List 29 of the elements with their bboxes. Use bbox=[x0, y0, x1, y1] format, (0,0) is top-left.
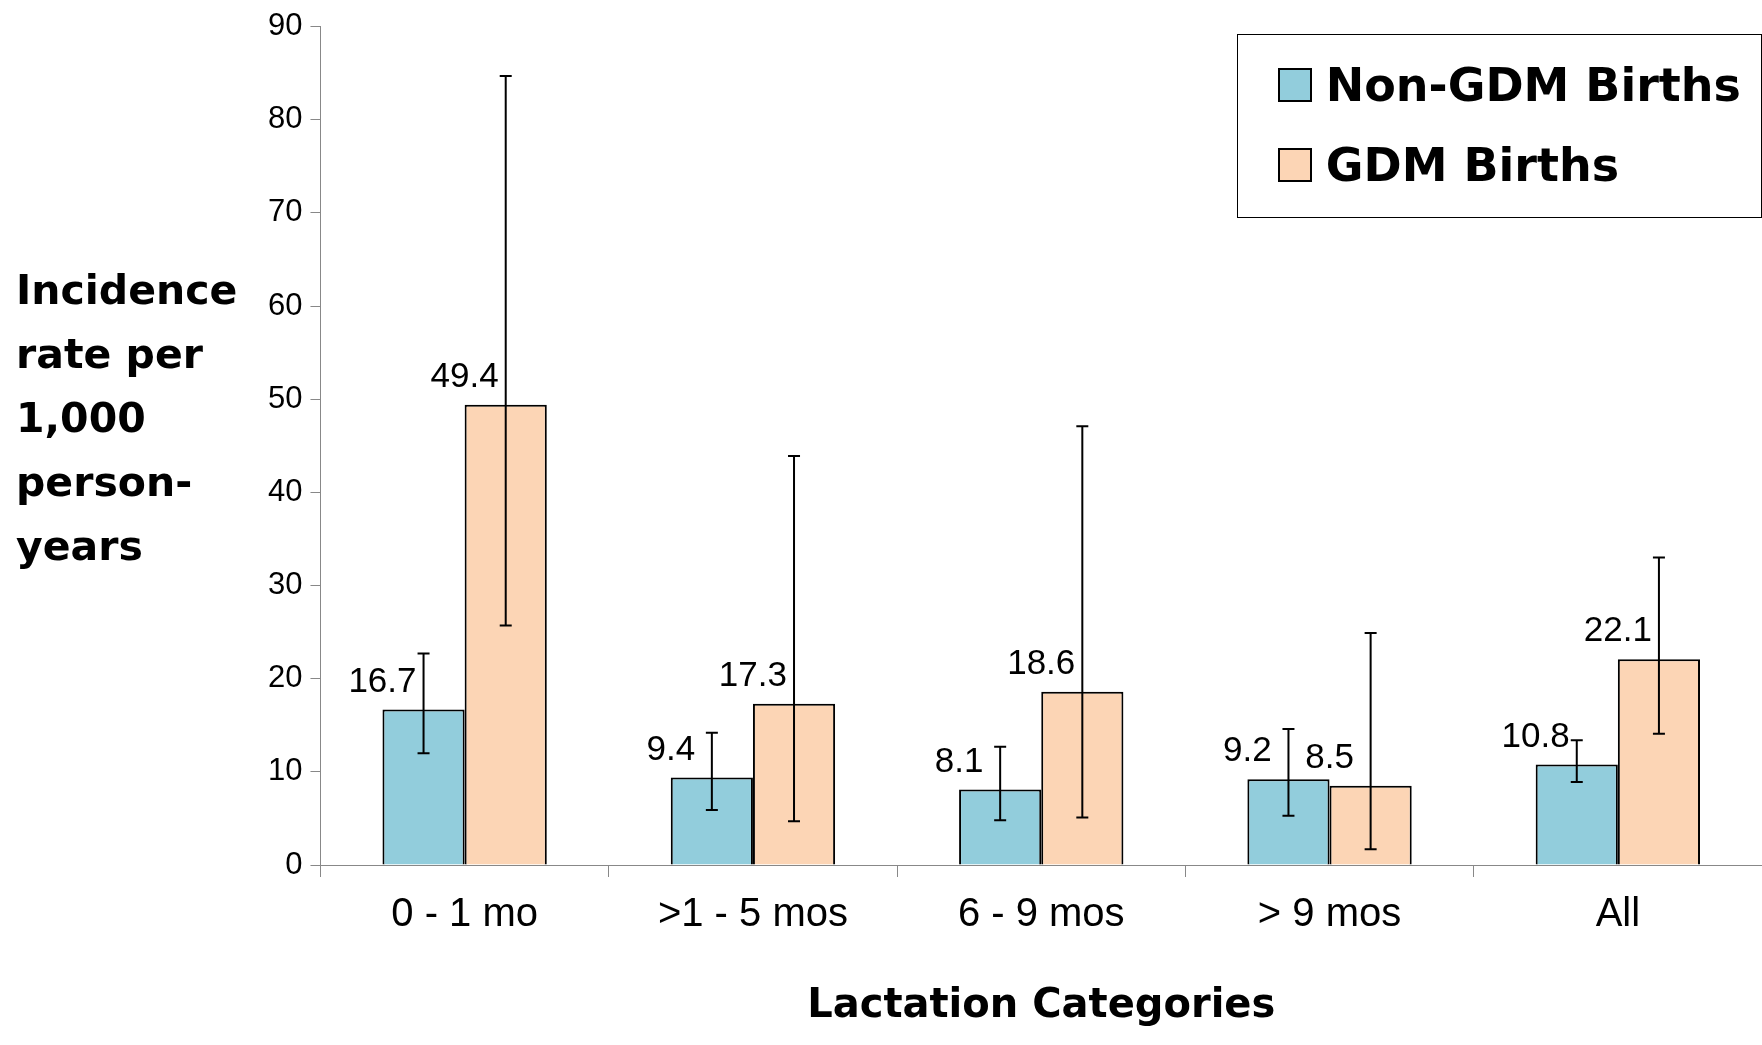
x-tick-label: > 9 mos bbox=[1257, 890, 1402, 935]
data-label: 22.1 bbox=[1583, 609, 1652, 649]
y-tick-label: 20 bbox=[268, 659, 303, 695]
y-tick-label: 40 bbox=[268, 472, 303, 508]
data-label: 8.5 bbox=[1305, 735, 1354, 775]
x-tick-label: All bbox=[1595, 890, 1641, 935]
y-tick-label: 80 bbox=[268, 100, 303, 136]
y-axis-title: Incidence rate per 1,000 person-years bbox=[16, 265, 238, 572]
data-label: 17.3 bbox=[718, 654, 787, 693]
data-label: 8.1 bbox=[934, 739, 984, 779]
y-tick-label: 50 bbox=[268, 379, 303, 415]
y-tick-label: 70 bbox=[268, 193, 303, 229]
data-label: 9.2 bbox=[1223, 729, 1272, 769]
x-axis-title: Lactation Categories bbox=[807, 980, 1276, 1027]
y-tick-label: 0 bbox=[285, 845, 303, 881]
y-tick-label: 30 bbox=[268, 566, 303, 602]
y-tick-label: 90 bbox=[268, 7, 303, 43]
y-tick-label: 60 bbox=[268, 286, 303, 322]
data-label: 18.6 bbox=[1007, 641, 1076, 681]
data-label: 9.4 bbox=[646, 727, 696, 767]
data-label: 16.7 bbox=[348, 659, 417, 699]
x-tick-label: 0 - 1 mo bbox=[391, 890, 538, 935]
data-label: 10.8 bbox=[1501, 714, 1570, 754]
x-tick-label: >1 - 5 mos bbox=[657, 890, 848, 935]
legend-label: Non-GDM Births bbox=[1325, 58, 1741, 112]
data-label: 49.4 bbox=[430, 354, 499, 394]
y-tick-label: 10 bbox=[268, 752, 303, 788]
x-tick-label: 6 - 9 mos bbox=[957, 890, 1125, 935]
legend-label: GDM Births bbox=[1325, 138, 1620, 192]
